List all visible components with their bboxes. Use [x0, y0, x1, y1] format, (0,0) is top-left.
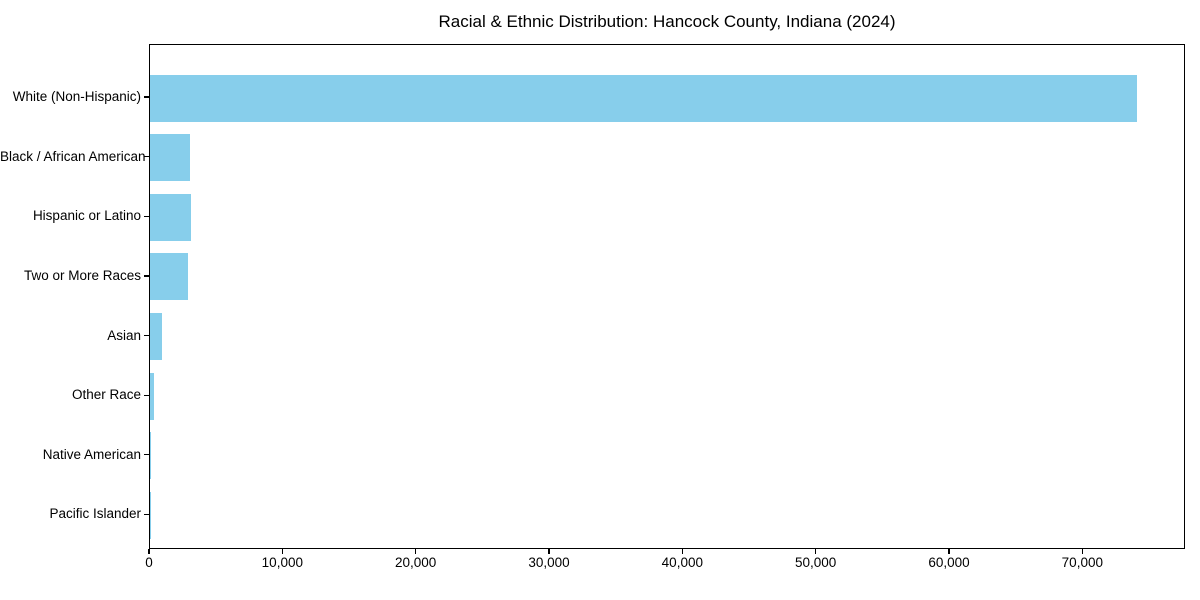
x-tick-label: 0	[145, 555, 153, 570]
y-tick-mark	[144, 156, 149, 158]
y-tick-mark	[144, 334, 149, 337]
y-tick-mark	[144, 96, 149, 98]
bar-native-american	[150, 432, 151, 480]
x-tick-label: 70,000	[1061, 555, 1103, 570]
x-tick-label: 50,000	[795, 555, 837, 570]
bar-two-or-more-races	[150, 253, 188, 301]
x-tick-mark	[281, 549, 283, 554]
y-axis-label-white-non-hispanic: White (Non-Hispanic)	[12, 89, 141, 104]
bar-black-african-american	[150, 134, 190, 182]
x-tick-mark	[815, 549, 817, 554]
bar-other-race	[150, 372, 154, 420]
x-tick-label: 20,000	[395, 555, 437, 570]
y-axis-label-pacific-islander: Pacific Islander	[49, 506, 141, 522]
x-tick-mark	[148, 549, 150, 554]
y-tick-mark	[144, 275, 149, 277]
x-tick-label: 40,000	[661, 555, 703, 570]
y-axis-label-other-race: Other Race	[71, 387, 141, 403]
y-axis-label-asian: Asian	[107, 327, 141, 343]
plot-area	[149, 44, 1185, 549]
x-tick-mark	[948, 549, 950, 554]
y-axis-label-two-or-more-races: Two or More Races	[23, 267, 141, 283]
y-tick-mark	[144, 454, 149, 456]
x-tick-mark	[681, 549, 683, 554]
y-axis-label-native-american: Native American	[42, 446, 141, 462]
y-tick-mark	[144, 513, 149, 516]
y-axis-label-hispanic-or-latino: Hispanic or Latino	[32, 208, 141, 224]
y-axis-label-black-african-american: Black / African American	[0, 148, 146, 164]
bar-white-non-hispanic	[150, 74, 1137, 122]
x-tick-mark	[1081, 549, 1083, 554]
bar-asian	[150, 313, 162, 361]
x-tick-label: 30,000	[528, 555, 570, 570]
chart-title: Racial & Ethnic Distribution: Hancock Co…	[438, 12, 896, 31]
x-tick-mark	[548, 549, 550, 554]
x-tick-mark	[415, 549, 417, 554]
y-tick-mark	[144, 394, 149, 396]
x-tick-label: 60,000	[928, 555, 970, 570]
y-tick-mark	[144, 215, 149, 217]
x-tick-label: 10,000	[261, 555, 303, 570]
bar-hispanic-or-latino	[150, 193, 191, 241]
